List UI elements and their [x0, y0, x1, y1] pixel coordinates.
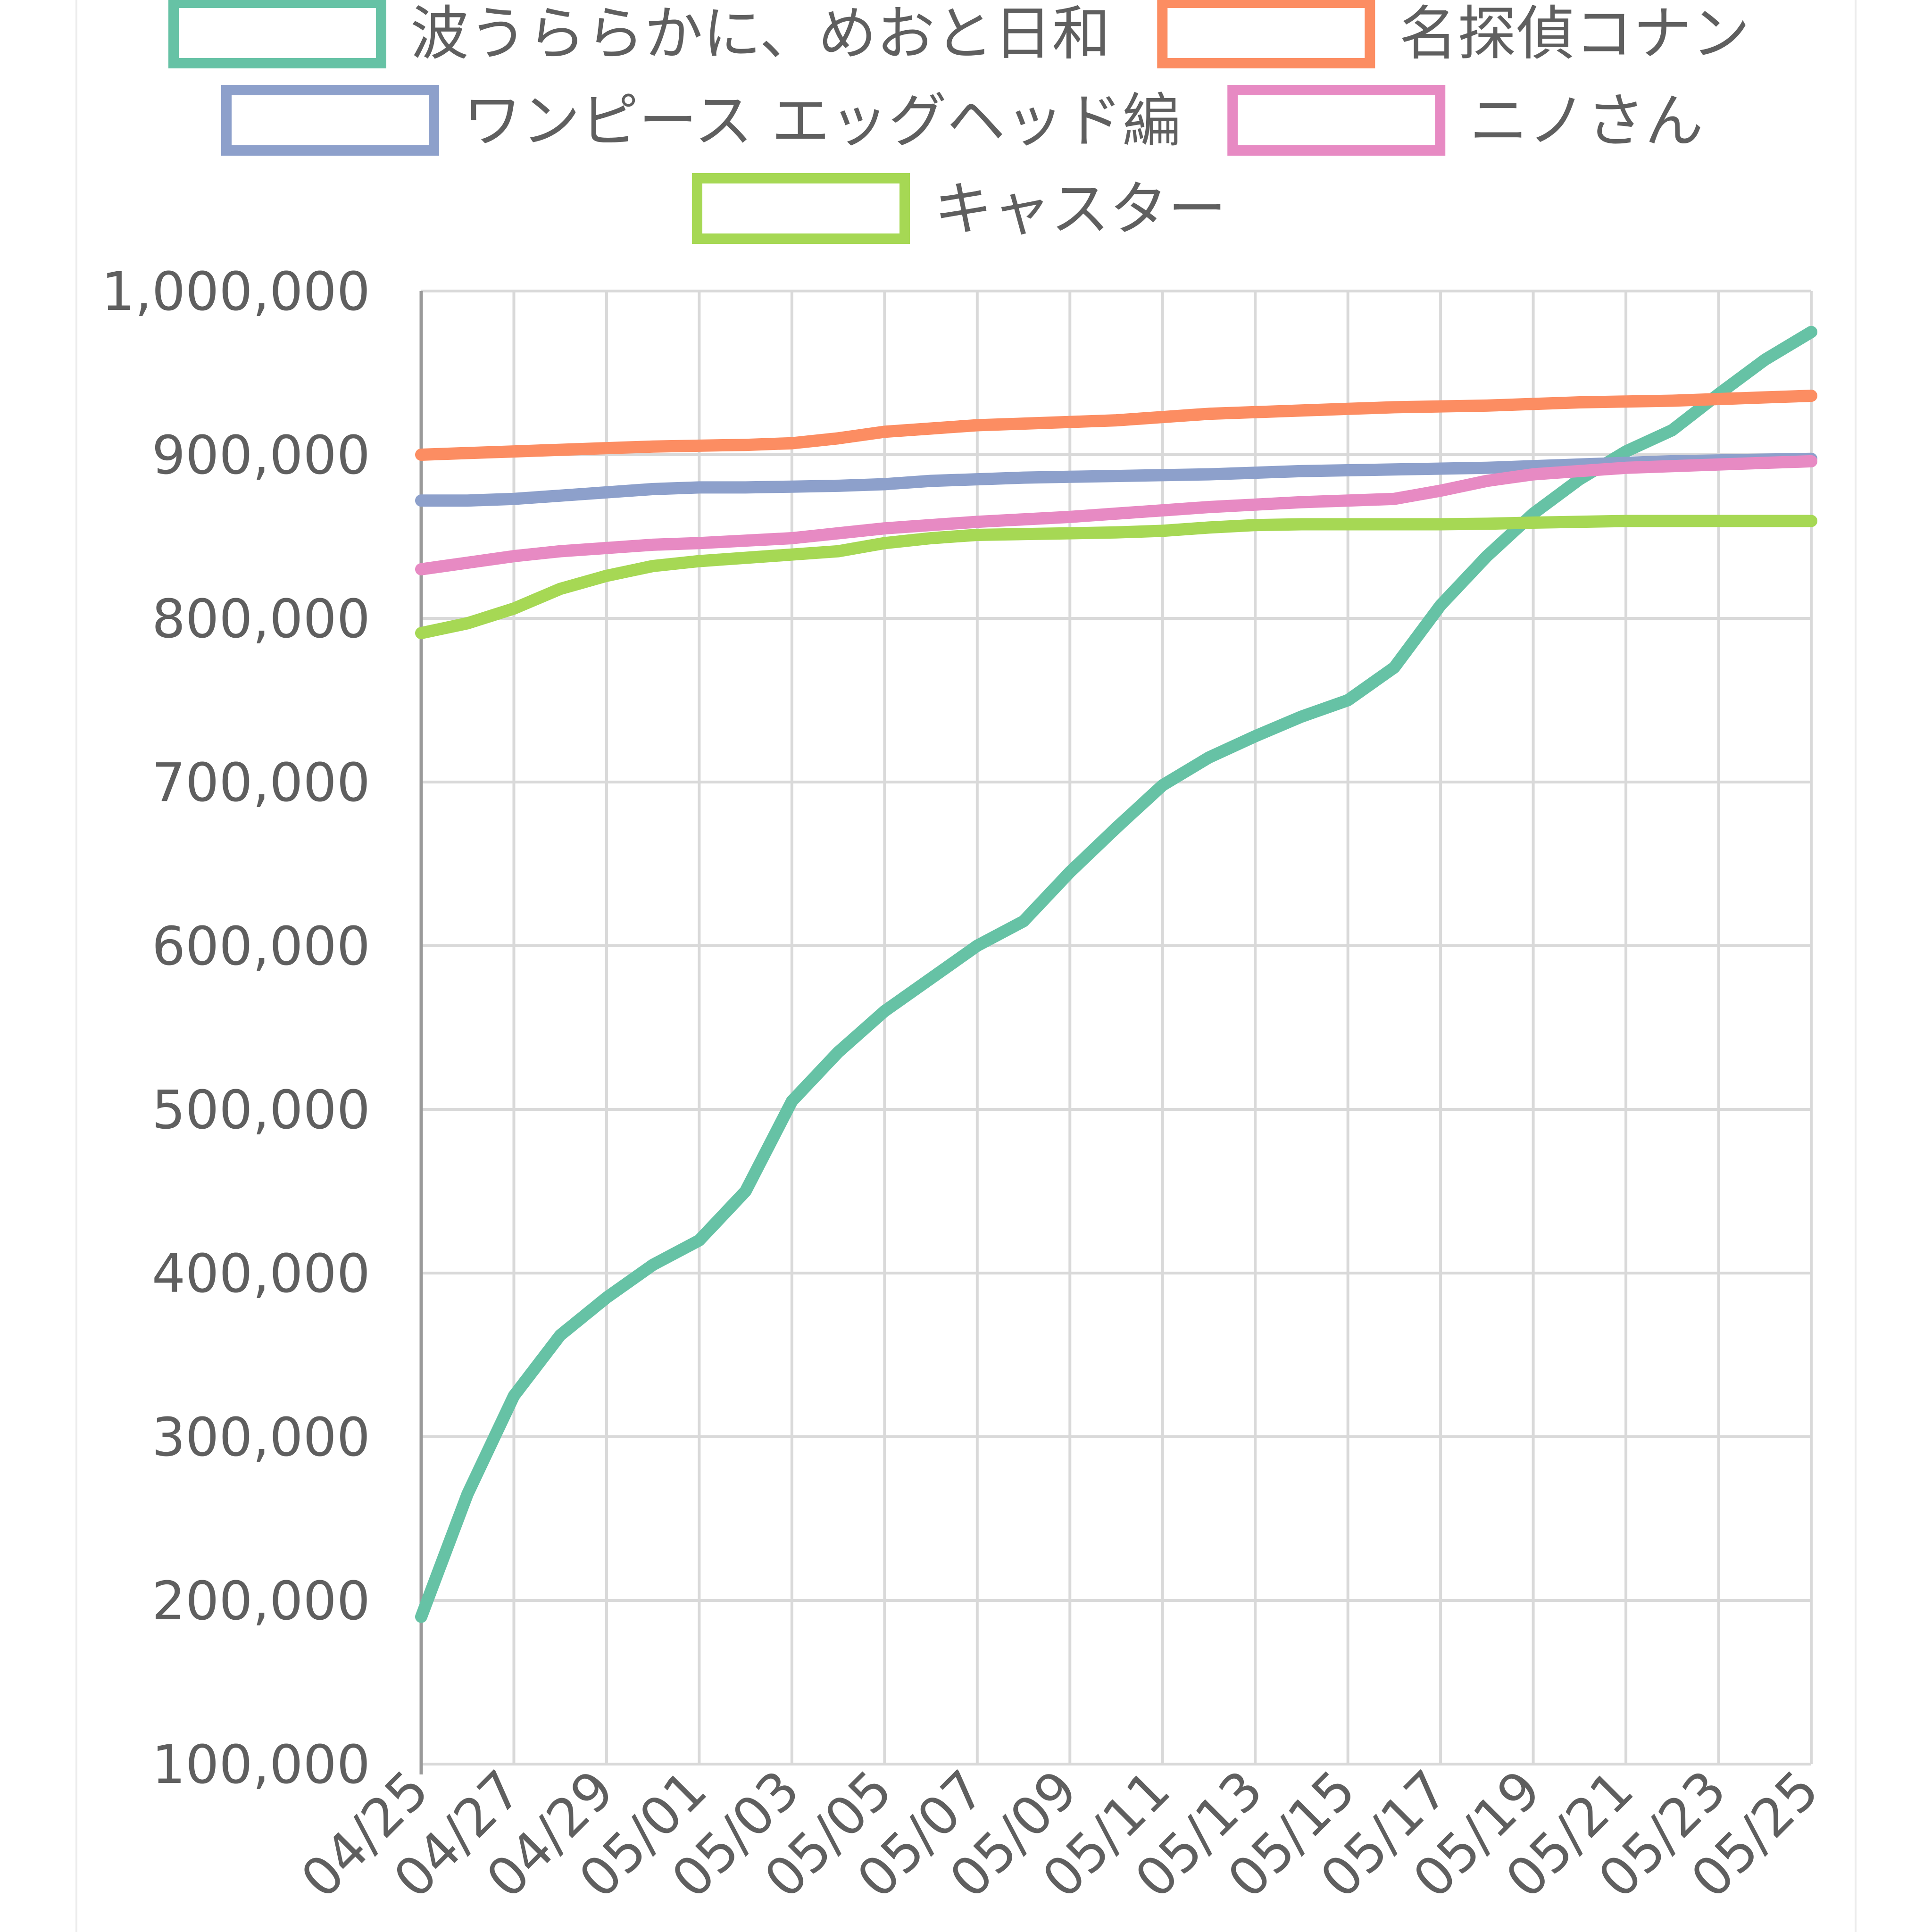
y-tick-label: 500,000 — [152, 1080, 370, 1141]
series-line-2 — [415, 390, 1817, 461]
y-tick-label: 600,000 — [152, 916, 370, 977]
series-lines — [415, 325, 1817, 1623]
y-tick-label: 900,000 — [152, 425, 370, 486]
legend-label-3: ワンピース エッグヘッド編 — [463, 87, 1181, 155]
legend-swatch-4 — [1227, 85, 1446, 156]
y-tick-label: 100,000 — [152, 1734, 370, 1796]
series-line-1 — [415, 325, 1817, 1623]
y-tick-label: 200,000 — [152, 1571, 370, 1632]
y-axis-ticks: 100,000 200,000 300,000 400,000 500,000 600,0… — [101, 261, 370, 1796]
legend-swatch-2 — [1157, 0, 1375, 68]
y-tick-label: 800,000 — [152, 589, 370, 650]
legend-label-5: キャスター — [934, 175, 1226, 243]
y-tick-label: 300,000 — [152, 1407, 370, 1468]
legend-swatch-5 — [692, 173, 910, 244]
legend-label-1: 波うららかに、めおと日和 — [410, 0, 1110, 68]
legend-label-4: ニノさん — [1469, 87, 1703, 155]
y-tick-label: 400,000 — [152, 1243, 370, 1305]
series-line-4 — [415, 455, 1817, 575]
legend-swatch-1 — [168, 0, 386, 68]
grid — [419, 290, 1813, 1774]
y-tick-label: 1,000,000 — [101, 261, 370, 323]
y-tick-label: 700,000 — [152, 752, 370, 814]
x-axis-ticks: 04/2504/2704/2905/0105/0305/0505/0705/09… — [290, 1759, 1831, 1910]
legend-label-2: 名探偵コナン — [1399, 0, 1750, 68]
legend-swatch-3 — [221, 85, 439, 156]
series-line-3 — [415, 452, 1817, 507]
series-line-5 — [415, 515, 1817, 640]
